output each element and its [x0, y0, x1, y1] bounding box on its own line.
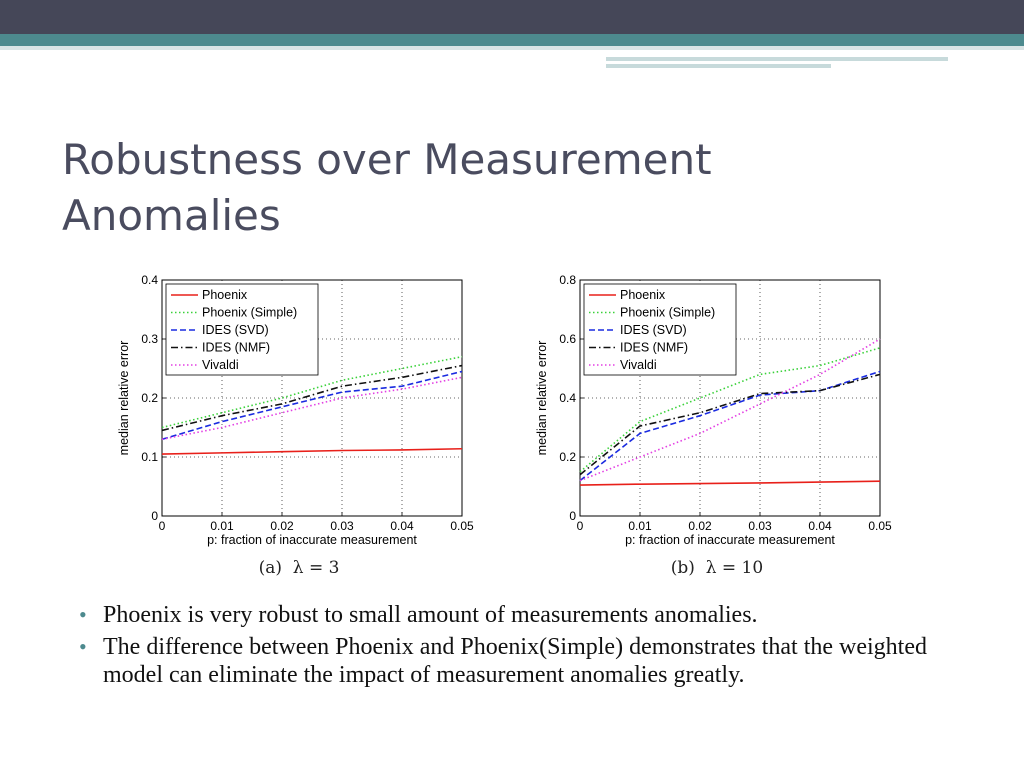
y-tick-label: 0.6 [559, 332, 576, 346]
header-teal-band [0, 34, 1024, 46]
series-line-ides-nmf [579, 373, 881, 476]
y-tick-label: 0.4 [559, 391, 576, 405]
y-tick-label: 0.3 [141, 332, 158, 346]
y-tick-label: 0.2 [141, 391, 158, 405]
x-tick-label: 0.01 [210, 519, 234, 533]
chart-a: 0 0.01 0.02 0.03 0.04 0.05 0 0.1 0.2 0.3 0.4 p: fra… [117, 273, 474, 547]
bullet-list: • Phoenix is very robust to small amount … [76, 601, 981, 693]
y-tick-label: 0.8 [559, 273, 576, 287]
header-decor-line [606, 64, 831, 68]
bullet-item: • Phoenix is very robust to small amount … [76, 601, 981, 629]
header-dark-band [0, 0, 1024, 34]
chart-b: 0 0.01 0.02 0.03 0.04 0.05 0 0.2 0.4 0.6 0.8 p: fra… [535, 273, 892, 547]
x-axis-label: p: fraction of inaccurate measurement [207, 533, 417, 547]
legend-label: IDES (SVD) [202, 323, 269, 337]
bullet-item: • The difference between Phoenix and Phoe… [76, 633, 981, 689]
y-tick-label: 0 [151, 509, 158, 523]
legend-label: Phoenix (Simple) [202, 306, 297, 320]
series-line-phoenix [161, 447, 463, 455]
legend-label: Phoenix (Simple) [620, 306, 715, 320]
series-line-phoenix-simple [579, 347, 881, 473]
legend-label: IDES (NMF) [202, 341, 270, 355]
y-tick-label: 0.1 [141, 450, 158, 464]
slide-title: Robustness over Measurement Anomalies [62, 135, 712, 240]
legend-label: Phoenix [620, 288, 666, 302]
y-tick-label: 0 [569, 509, 576, 523]
figure-a: 0 0.01 0.02 0.03 0.04 0.05 0 0.1 0.2 0.3 0.4 p: fra… [114, 262, 484, 592]
x-tick-label: 0.03 [330, 519, 354, 533]
series-line-ides-svd [161, 370, 463, 441]
bullet-marker: • [79, 602, 87, 627]
x-tick-label: 0.04 [390, 519, 414, 533]
legend-label: IDES (NMF) [620, 341, 688, 355]
y-axis-label: median relative error [535, 341, 549, 456]
x-tick-label: 0.04 [808, 519, 832, 533]
legend-label: Vivaldi [202, 358, 239, 372]
plot-frame [161, 279, 463, 517]
bullet-text: The difference between Phoenix and Phoen… [103, 634, 927, 688]
legend-label: Vivaldi [620, 358, 657, 372]
x-tick-label: 0 [577, 519, 584, 533]
x-tick-label: 0.02 [688, 519, 712, 533]
bullet-marker: • [79, 634, 87, 659]
y-tick-label: 0.2 [559, 450, 576, 464]
figure-a-caption: (a) λ = 3 [258, 558, 340, 578]
bullet-text: Phoenix is very robust to small amount o… [103, 602, 758, 628]
x-axis-label: p: fraction of inaccurate measurement [625, 533, 835, 547]
x-tick-label: 0.03 [748, 519, 772, 533]
plot-frame [579, 279, 881, 517]
legend-box [165, 283, 319, 376]
x-tick-label: 0.05 [868, 519, 892, 533]
legend-label: IDES (SVD) [620, 323, 687, 337]
x-tick-label: 0.05 [450, 519, 474, 533]
x-tick-label: 0.02 [270, 519, 294, 533]
figure-b: 0 0.01 0.02 0.03 0.04 0.05 0 0.2 0.4 0.6 0.8 p: fra… [532, 262, 902, 592]
x-tick-label: 0.01 [628, 519, 652, 533]
header-decor-line [606, 57, 948, 61]
y-axis-label: median relative error [117, 341, 131, 456]
y-tick-label: 0.4 [141, 273, 158, 287]
series-line-phoenix [579, 480, 881, 486]
legend-label: Phoenix [202, 288, 248, 302]
series-line-phoenix-simple [161, 355, 463, 429]
figure-b-caption: (b) λ = 10 [670, 558, 764, 578]
x-tick-label: 0 [159, 519, 166, 533]
header-light-band [0, 46, 1024, 50]
